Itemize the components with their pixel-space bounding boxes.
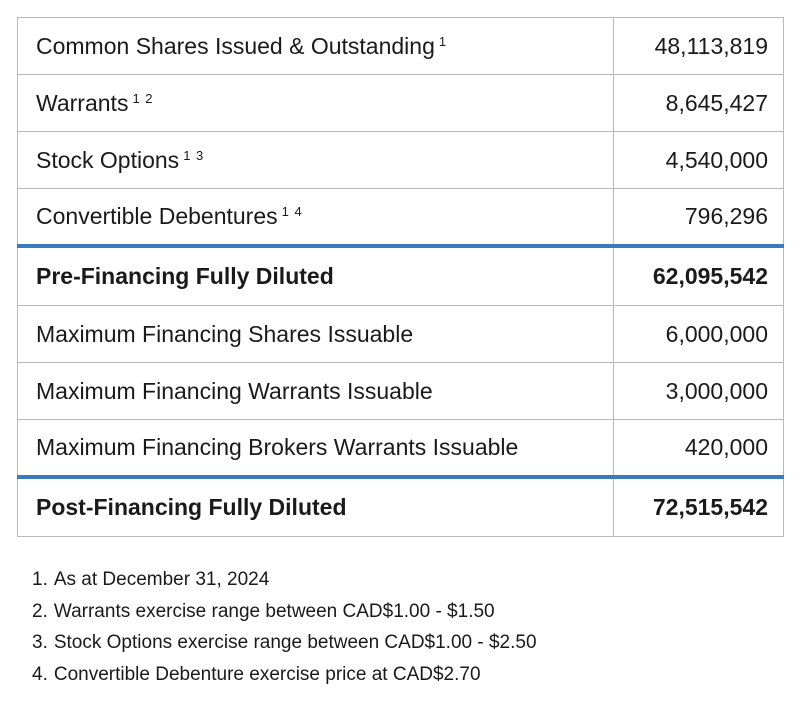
row-label-text: Common Shares Issued & Outstanding <box>36 32 435 59</box>
row-label-text: Stock Options <box>36 146 180 173</box>
total-row-post-financing: Post-Financing Fully Diluted 72,515,542 <box>17 474 784 537</box>
footnote-number: 3. <box>32 632 48 653</box>
row-value: 48,113,819 <box>613 17 784 75</box>
total-label: Post-Financing Fully Diluted <box>17 474 614 537</box>
footnote-ref: 1 2 <box>132 90 154 106</box>
footnote-item: 4. Convertible Debenture exercise price a… <box>32 659 537 691</box>
table-row: Common Shares Issued & Outstanding 1 48,1… <box>17 17 784 75</box>
footnote-text: Warrants exercise range between CAD$1.00… <box>53 600 495 622</box>
row-label: Common Shares Issued & Outstanding 1 <box>17 17 614 75</box>
table-row: Maximum Financing Shares Issuable 6,000,… <box>17 305 784 363</box>
row-label: Stock Options 1 3 <box>17 131 614 189</box>
row-label-text: Convertible Debentures <box>36 202 278 229</box>
footnote-ref: 1 3 <box>183 147 205 163</box>
footnote-ref: 1 <box>438 33 448 49</box>
footnote-number: 4. <box>32 663 48 685</box>
footnote-item: 2. Warrants exercise range between CAD$1.… <box>32 596 537 628</box>
row-value: 420,000 <box>613 419 784 477</box>
footnote-number: 2. <box>32 600 48 622</box>
row-label-text: Warrants <box>36 89 129 116</box>
row-label: Maximum Financing Brokers Warrants Issua… <box>17 419 614 477</box>
row-value: 4,540,000 <box>613 131 784 189</box>
total-label: Pre-Financing Fully Diluted <box>17 243 614 306</box>
row-label: Warrants 1 2 <box>17 74 614 132</box>
footnote-number: 1. <box>32 569 48 590</box>
footnote-text: As at December 31, 2024 <box>53 569 270 590</box>
table-row: Warrants 1 2 8,645,427 <box>17 74 784 132</box>
footnote-text: Convertible Debenture exercise price at … <box>53 663 481 685</box>
table-row: Maximum Financing Warrants Issuable 3,00… <box>17 362 784 420</box>
row-value: 3,000,000 <box>613 362 784 420</box>
row-label: Convertible Debentures 1 4 <box>17 188 614 246</box>
row-label: Maximum Financing Shares Issuable <box>17 305 614 363</box>
row-value: 796,296 <box>613 188 784 246</box>
capitalization-table: Common Shares Issued & Outstanding 1 48,1… <box>17 17 784 537</box>
footnote-text: Stock Options exercise range between CAD… <box>53 632 537 653</box>
row-label: Maximum Financing Warrants Issuable <box>17 362 614 420</box>
total-row-pre-financing: Pre-Financing Fully Diluted 62,095,542 <box>17 243 784 306</box>
table-row: Stock Options 1 3 4,540,000 <box>17 131 784 189</box>
row-value: 6,000,000 <box>613 305 784 363</box>
total-value: 72,515,542 <box>613 474 784 537</box>
footnote-item: 3. Stock Options exercise range between C… <box>32 627 537 659</box>
footnotes: 1. As at December 31, 2024 2. Warrants exe… <box>32 564 537 690</box>
row-value: 8,645,427 <box>613 74 784 132</box>
total-value: 62,095,542 <box>613 243 784 306</box>
table-row: Convertible Debentures 1 4 796,296 <box>17 188 784 246</box>
footnote-item: 1. As at December 31, 2024 <box>32 564 537 596</box>
footnote-ref: 1 4 <box>281 203 303 219</box>
table-row: Maximum Financing Brokers Warrants Issua… <box>17 419 784 477</box>
